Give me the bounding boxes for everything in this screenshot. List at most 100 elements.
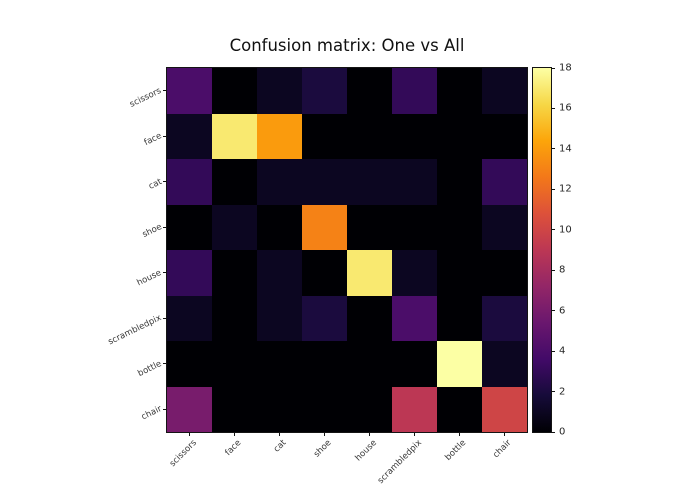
heatmap-cell-chair-scissors <box>167 386 212 432</box>
heatmap-cell-scissors-scrambledpix <box>392 68 437 114</box>
heatmap-cell-cat-scrambledpix <box>392 159 437 205</box>
x-tick-label-cat: cat <box>272 438 289 455</box>
y-tick-label-shoe: shoe <box>140 222 164 241</box>
heatmap-cell-chair-house <box>347 386 392 432</box>
y-tick-label-chair: chair <box>139 404 164 423</box>
heatmap-cell-scrambledpix-face <box>212 295 257 341</box>
heatmap-cell-shoe-scrambledpix <box>392 204 437 250</box>
x-tick-mark <box>324 432 325 436</box>
heatmap-cell-chair-scrambledpix <box>392 386 437 432</box>
heatmap-cell-chair-shoe <box>302 386 347 432</box>
y-tick-mark <box>163 272 167 274</box>
heatmap-cell-shoe-house <box>347 204 392 250</box>
y-tick-label-face: face <box>142 131 164 149</box>
x-tick-label-chair: chair <box>491 438 514 461</box>
x-tick-mark <box>459 432 460 436</box>
x-tick-mark <box>504 432 505 436</box>
heatmap-cell-cat-cat <box>257 159 302 205</box>
colorbar-tick-mark <box>551 269 555 271</box>
heatmap-cell-scissors-face <box>212 68 257 114</box>
x-tick-label-house: house <box>353 438 379 464</box>
heatmap-cell-cat-chair <box>482 159 527 205</box>
x-tick-label-shoe: shoe <box>312 438 334 460</box>
x-tick-label-bottle: bottle <box>443 438 469 463</box>
heatmap-cell-bottle-face <box>212 341 257 387</box>
heatmap-cell-scrambledpix-scrambledpix <box>392 295 437 341</box>
colorbar-tick-label-10: 10 <box>559 224 572 236</box>
heatmap-cell-house-house <box>347 250 392 296</box>
colorbar-tick-label-0: 0 <box>559 426 566 438</box>
x-tick-mark <box>189 432 190 436</box>
y-tick-label-cat: cat <box>146 176 164 192</box>
heatmap-cell-scissors-shoe <box>302 68 347 114</box>
y-tick-mark <box>163 317 167 319</box>
y-tick-label-scrambledpix: scrambledpix <box>106 313 164 348</box>
heatmap-cell-shoe-face <box>212 204 257 250</box>
heatmap-cell-scrambledpix-house <box>347 295 392 341</box>
heatmap-cell-scrambledpix-chair <box>482 295 527 341</box>
colorbar-tick-mark <box>551 107 555 109</box>
heatmap-cell-scissors-chair <box>482 68 527 114</box>
heatmap-cell-face-bottle <box>437 113 482 159</box>
y-tick-mark <box>163 135 167 137</box>
heatmap-cell-face-shoe <box>302 113 347 159</box>
colorbar-tick-mark <box>551 229 555 231</box>
x-tick-label-scissors: scissors <box>167 438 199 469</box>
colorbar-tick-mark <box>551 391 555 393</box>
y-tick-mark <box>163 90 167 92</box>
heatmap-cell-chair-face <box>212 386 257 432</box>
heatmap-cell-shoe-shoe <box>302 204 347 250</box>
colorbar-tick-mark <box>551 310 555 312</box>
colorbar-tick-label-2: 2 <box>559 386 566 398</box>
colorbar-tick-mark <box>551 67 555 69</box>
heatmap-cell-scrambledpix-shoe <box>302 295 347 341</box>
y-tick-mark <box>163 226 167 228</box>
heatmap-cell-house-chair <box>482 250 527 296</box>
heatmap-cell-house-cat <box>257 250 302 296</box>
colorbar-tick-mark <box>551 431 555 433</box>
heatmap-cell-cat-scissors <box>167 159 212 205</box>
x-tick-mark <box>234 432 235 436</box>
heatmap-cell-chair-chair <box>482 386 527 432</box>
heatmap-cell-face-house <box>347 113 392 159</box>
x-tick-mark <box>369 432 370 436</box>
y-tick-mark <box>163 363 167 365</box>
x-tick-mark <box>279 432 280 436</box>
heatmap-cell-shoe-chair <box>482 204 527 250</box>
x-tick-mark <box>414 432 415 436</box>
heatmap-cell-face-cat <box>257 113 302 159</box>
colorbar-tick-label-16: 16 <box>559 102 572 114</box>
colorbar-tick-mark <box>551 188 555 190</box>
heatmap-cell-scissors-house <box>347 68 392 114</box>
heatmap-cell-scrambledpix-scissors <box>167 295 212 341</box>
heatmap-cell-house-scissors <box>167 250 212 296</box>
y-tick-mark <box>163 181 167 183</box>
heatmap-cell-scissors-cat <box>257 68 302 114</box>
heatmap-cell-bottle-bottle <box>437 341 482 387</box>
heatmap-cell-house-shoe <box>302 250 347 296</box>
colorbar-tick-label-12: 12 <box>559 183 572 195</box>
colorbar <box>532 67 552 433</box>
heatmap-cell-scrambledpix-bottle <box>437 295 482 341</box>
heatmap-cell-face-scissors <box>167 113 212 159</box>
heatmap-cell-bottle-scissors <box>167 341 212 387</box>
colorbar-tick-mark <box>551 148 555 150</box>
heatmap-plot-area <box>166 67 528 433</box>
heatmap-cell-chair-cat <box>257 386 302 432</box>
heatmap-cell-bottle-scrambledpix <box>392 341 437 387</box>
heatmap-cell-cat-house <box>347 159 392 205</box>
x-tick-label-scrambledpix: scrambledpix <box>375 438 424 487</box>
heatmap-cell-house-bottle <box>437 250 482 296</box>
heatmap-cell-bottle-cat <box>257 341 302 387</box>
heatmap-cell-bottle-chair <box>482 341 527 387</box>
colorbar-tick-label-6: 6 <box>559 305 566 317</box>
heatmap-cell-house-face <box>212 250 257 296</box>
heatmap-cell-face-chair <box>482 113 527 159</box>
heatmap-cell-cat-bottle <box>437 159 482 205</box>
heatmap-cell-shoe-cat <box>257 204 302 250</box>
colorbar-tick-mark <box>551 350 555 352</box>
heatmap-cell-bottle-shoe <box>302 341 347 387</box>
y-tick-mark <box>163 408 167 410</box>
heatmap-cell-scrambledpix-cat <box>257 295 302 341</box>
heatmap-cell-scissors-bottle <box>437 68 482 114</box>
